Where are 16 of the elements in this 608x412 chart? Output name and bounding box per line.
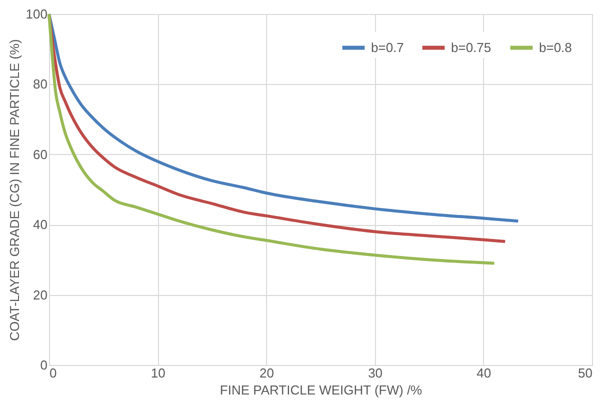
y-tick-label: 20 <box>33 287 48 302</box>
x-tick-label: 50 <box>578 366 592 380</box>
x-tick-label: 0 <box>50 366 57 380</box>
x-tick-label: 40 <box>476 366 492 380</box>
x-tick-label: 20 <box>259 366 274 380</box>
y-tick-label: 100 <box>26 6 48 22</box>
y-tick-label: 60 <box>33 146 48 162</box>
legend-label: b=0.7 <box>371 40 404 55</box>
x-axis-title: FINE PARTICLE WEIGHT (FW) /% <box>220 382 423 398</box>
legend-label: b=0.8 <box>539 40 572 55</box>
x-tick-label: 10 <box>150 366 166 380</box>
x-tick-label: 30 <box>368 366 383 380</box>
y-tick-label: 40 <box>33 217 48 232</box>
y-axis-title: COAT-LAYER GRADE (CG) IN FINE PARTICLE (%) <box>6 39 22 341</box>
y-tick-label: 80 <box>33 76 48 92</box>
legend-label: b=0.75 <box>451 40 492 55</box>
